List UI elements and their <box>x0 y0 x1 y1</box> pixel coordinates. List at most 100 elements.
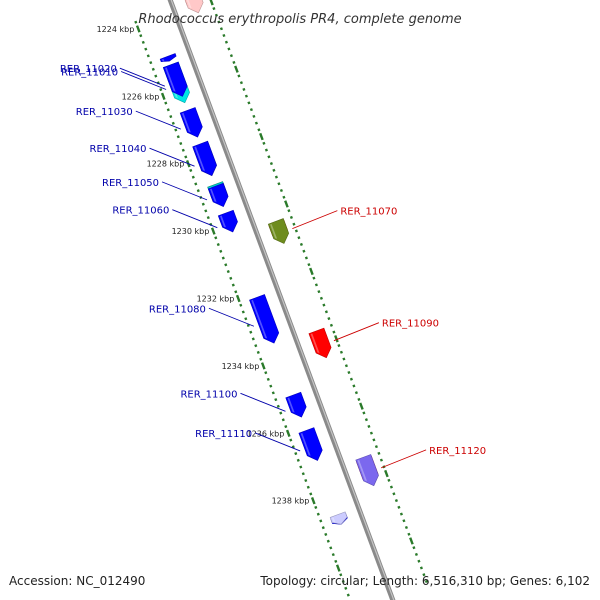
minor-tick <box>322 303 326 307</box>
minor-tick <box>232 60 236 64</box>
major-tick <box>384 469 389 478</box>
gene-rer-11030[interactable] <box>179 107 203 138</box>
minor-tick <box>314 505 318 509</box>
minor-tick <box>379 458 383 462</box>
gene-arrow[interactable] <box>329 511 348 525</box>
minor-tick <box>216 243 220 247</box>
minor-tick <box>357 397 361 401</box>
minor-tick <box>144 47 148 51</box>
minor-tick <box>332 330 336 334</box>
gene-label[interactable]: RER_11050 <box>102 178 159 189</box>
minor-tick <box>279 188 283 193</box>
gene-rer-11100[interactable] <box>285 391 307 418</box>
minor-tick <box>397 505 401 509</box>
minor-tick <box>274 398 278 402</box>
gene-arrow[interactable] <box>207 182 229 208</box>
gene-label[interactable]: RER_11090 <box>382 319 439 330</box>
gene-label[interactable]: RER_11080 <box>149 304 206 315</box>
gene-body <box>249 294 280 344</box>
minor-tick <box>342 357 346 361</box>
minor-tick <box>392 492 396 496</box>
minor-tick <box>254 344 258 348</box>
backbone-highlight <box>170 0 395 600</box>
gene-body <box>267 218 290 244</box>
minor-tick <box>222 33 226 38</box>
major-tick <box>210 227 216 235</box>
accession-text: Accession: NC_012490 <box>9 574 146 588</box>
major-tick <box>234 65 239 73</box>
minor-tick <box>269 384 273 388</box>
gene-rer-11120[interactable] <box>355 454 379 487</box>
minor-tick <box>242 87 246 91</box>
gene-label[interactable]: RER_11020 <box>60 64 117 75</box>
gene-highlight <box>251 299 268 339</box>
minor-tick <box>321 526 325 530</box>
minor-tick <box>272 168 276 172</box>
kbp-tick-label: 1232 kbp <box>197 295 235 304</box>
backbone-line <box>167 0 396 600</box>
minor-tick <box>292 222 296 226</box>
minor-tick <box>279 411 283 415</box>
gene-rer-11080[interactable] <box>249 294 280 344</box>
minor-tick <box>362 411 366 415</box>
minor-tick <box>302 249 306 253</box>
minor-tick <box>184 155 188 159</box>
kbp-tick-label: 1230 kbp <box>172 227 210 236</box>
major-tick <box>209 0 214 6</box>
minor-tick <box>266 377 270 381</box>
kbp-tick-label: 1228 kbp <box>147 160 185 169</box>
gene-label[interactable]: RER_11060 <box>112 206 169 217</box>
minor-tick <box>189 168 193 172</box>
gene-arrow[interactable] <box>159 53 177 63</box>
minor-tick <box>204 209 208 213</box>
major-tick <box>409 537 414 545</box>
gene-label-leader <box>380 449 427 469</box>
gene-body <box>298 427 323 461</box>
minor-tick <box>329 546 333 550</box>
minor-tick <box>337 343 341 348</box>
gene-rer-11070[interactable] <box>267 218 290 244</box>
gene-highlight <box>194 146 206 171</box>
minor-tick <box>331 553 335 557</box>
minor-tick <box>346 593 350 597</box>
minor-tick <box>369 431 373 435</box>
minor-tick <box>174 128 178 132</box>
gene-label[interactable]: RER_11070 <box>340 207 397 218</box>
minor-tick <box>139 34 143 38</box>
gene-rer-11110[interactable] <box>298 427 323 461</box>
minor-tick <box>244 317 248 321</box>
gene-body <box>207 182 229 208</box>
gene-body <box>192 140 217 176</box>
minor-tick <box>264 371 268 375</box>
gene-rer-11060[interactable] <box>217 209 238 233</box>
gene-label[interactable]: RER_11040 <box>90 144 147 155</box>
minor-tick <box>274 175 278 179</box>
gene-body <box>308 327 332 359</box>
gene-label[interactable]: RER_11010 <box>61 68 118 79</box>
minor-tick <box>181 148 185 152</box>
gene-highlight <box>310 333 320 354</box>
genome-backbone <box>167 0 396 600</box>
minor-tick <box>341 580 345 584</box>
gene-label[interactable]: RER_11100 <box>180 389 237 400</box>
minor-tick <box>307 263 311 267</box>
gene-highlight <box>287 397 295 413</box>
gene-arrow[interactable] <box>192 140 217 176</box>
minor-tick <box>327 317 331 321</box>
minor-tick <box>201 202 205 206</box>
gene-label[interactable]: RER_11110 <box>195 429 252 440</box>
minor-tick <box>212 6 216 11</box>
minor-tick <box>256 350 260 354</box>
gene-rer-11090[interactable] <box>308 327 332 359</box>
gene-rer-11020[interactable] <box>162 61 188 97</box>
minor-tick <box>219 27 223 31</box>
gene-label[interactable]: RER_11030 <box>76 107 133 118</box>
minor-tick <box>282 195 286 199</box>
gene-body <box>184 0 204 14</box>
minor-tick <box>317 290 321 294</box>
gene-label[interactable]: RER_11120 <box>429 446 486 457</box>
gene-arrow[interactable] <box>184 0 204 14</box>
major-tick <box>260 362 266 370</box>
minor-tick <box>304 256 308 260</box>
